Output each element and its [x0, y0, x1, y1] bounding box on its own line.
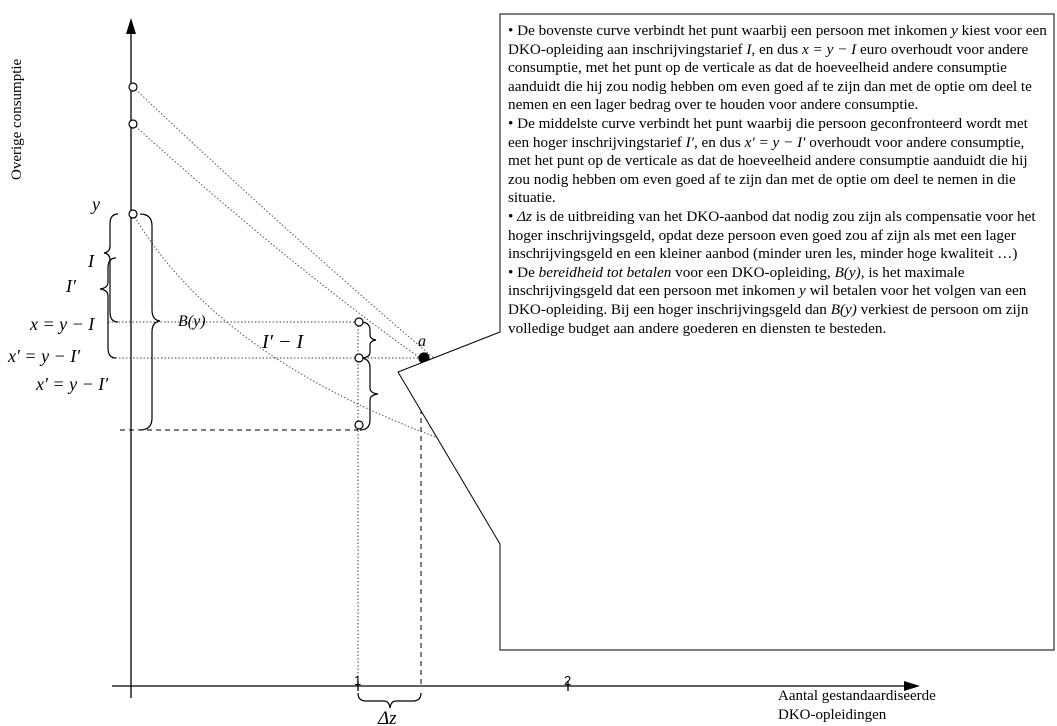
brace-Iprime-minus-I: [359, 321, 377, 359]
brace-Iprime: [99, 257, 117, 359]
text: , en dus: [693, 133, 745, 151]
text: kiest voor een DKO-opleiding aan inschri…: [508, 22, 1047, 58]
brace-delta-z: [357, 692, 422, 709]
x-tick-label-2: 2: [564, 673, 571, 688]
point-x-at-1: [354, 317, 364, 327]
text: wil betalen voor het volgen van een DKO-…: [508, 282, 1027, 318]
y-axis-arrow: [126, 18, 136, 34]
math-x-eq: x = y − I: [802, 40, 857, 58]
label-Iprime: I′: [65, 276, 77, 296]
text: • De middelste curve verbindt het punt w…: [508, 114, 1028, 151]
callout-text: • De bovenste curve verbindt het punt wa…: [508, 22, 1048, 338]
middle-curve: [132, 123, 441, 373]
x-axis-label-line1: Aantal gestandaardiseerde: [778, 688, 936, 704]
math-I: I: [746, 40, 752, 58]
label-Iprime-minus-I: I′ − I: [261, 331, 305, 353]
points: [128, 82, 430, 430]
math-delta-z: Δz: [517, 207, 532, 225]
brace-B: [139, 213, 161, 431]
math-y: y: [799, 282, 806, 300]
point-top-axis: [128, 82, 138, 92]
label-xprime-eq-1: x′ = y − I′: [7, 346, 81, 366]
math-B-y: B(y): [830, 300, 857, 318]
reference-lines: [108, 321, 424, 686]
label-a: a: [418, 333, 426, 350]
math-Iprime: I′: [685, 133, 694, 151]
upper-curve: [132, 86, 449, 371]
text: •: [508, 207, 518, 225]
x-tick-label-1: 1: [354, 673, 361, 688]
callout-box: [397, 13, 1055, 651]
point-mid-axis: [128, 119, 138, 129]
dashed-lines: [120, 364, 422, 686]
label-xprime-eq-2: x′ = y − I′: [35, 374, 109, 394]
text: voor een DKO-opleiding,: [671, 263, 835, 281]
brace-lower: [359, 357, 379, 431]
point-B-at-1: [354, 420, 364, 430]
text: • De bovenste curve verbindt het punt wa…: [508, 22, 952, 39]
axes: [112, 18, 920, 698]
diagram-labels: Overige consumptie y I I′ x = y − I x′ =…: [7, 58, 936, 726]
text: euro overhoudt voor andere consumptie, m…: [508, 40, 1032, 114]
callout-paragraph-middle-curve: • De middelste curve verbindt het punt w…: [508, 115, 1048, 208]
text: , is het maximale inschrijvingsgeld dat …: [508, 263, 965, 300]
y-axis-label: Overige consumptie: [9, 58, 25, 180]
math-xprime-eq: x′ = y − I′: [744, 133, 806, 151]
text: • De: [508, 263, 539, 281]
brace-I: [103, 213, 119, 323]
math-y: y: [951, 22, 958, 39]
callout-paragraph-upper-curve: • De bovenste curve verbindt het punt wa…: [508, 22, 1048, 115]
point-y-axis: [128, 209, 138, 219]
callout-paragraph-willingness: • De bereidheid tot betalen voor een DKO…: [508, 264, 1048, 338]
braces: [99, 213, 422, 709]
label-x-eq: x = y − I: [29, 314, 95, 334]
text: , en dus: [751, 40, 802, 58]
emphasis: bereidheid tot betalen: [538, 263, 672, 281]
point-xprime-at-1: [354, 353, 364, 363]
label-delta-z: Δz: [377, 708, 397, 726]
text: overhoudt voor andere consumptie, met he…: [508, 133, 1028, 207]
x-axis-arrow: [904, 681, 920, 691]
label-y: y: [90, 194, 100, 214]
math-B-y: B(y): [834, 263, 861, 281]
x-axis-label-line2: DKO-opleidingen: [778, 707, 887, 723]
text: verkiest de persoon om zijn volledige bu…: [508, 300, 1029, 337]
label-I: I: [87, 251, 95, 271]
label-B-y: B(y): [178, 313, 206, 330]
text: is de uitbreiding van het DKO-aanbod dat…: [508, 207, 1036, 263]
callout-paragraph-delta-z: • Δz is de uitbreiding van het DKO-aanbo…: [508, 208, 1048, 264]
